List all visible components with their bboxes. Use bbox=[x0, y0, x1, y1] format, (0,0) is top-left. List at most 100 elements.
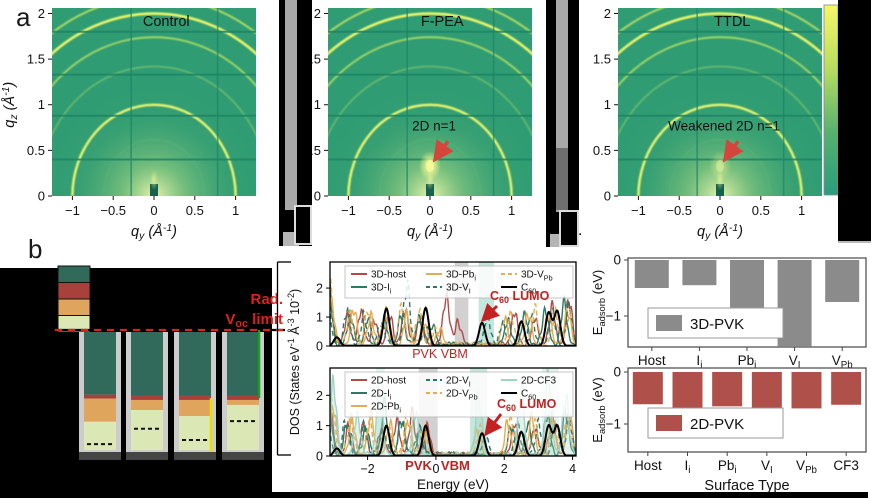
tick-label: 0 bbox=[716, 203, 723, 218]
bar-segment bbox=[84, 394, 116, 399]
voc-legend-swatches bbox=[57, 265, 91, 333]
voc-loss-chart: Rad. Voc limit bbox=[55, 261, 291, 460]
panel-a-label: a bbox=[16, 2, 31, 32]
tick-label: 0.5 bbox=[593, 143, 611, 158]
x-axis-label: Surface Type bbox=[704, 478, 789, 494]
bar-segment bbox=[227, 404, 259, 450]
stray-period-text: . bbox=[578, 222, 583, 239]
dos-curve-3D-VI bbox=[330, 279, 576, 346]
tick-label: VPb bbox=[832, 353, 853, 368]
axes: −1 −0.5 0 0.5 1 2 1.5 1 0.5 0 bbox=[593, 6, 805, 218]
tick-label: Pbi bbox=[718, 458, 737, 476]
legend-label: 2D-CF3 bbox=[521, 376, 556, 387]
tick-label: −2 bbox=[360, 462, 374, 476]
tick-label: −1 bbox=[341, 203, 356, 218]
bar-segment bbox=[84, 421, 116, 450]
dos-frame bbox=[329, 367, 577, 457]
tick-label: 1 bbox=[232, 203, 239, 218]
legend-label: 2D-PVK bbox=[690, 416, 744, 433]
legend-label: 3D-PVK bbox=[690, 316, 744, 333]
tick-label: 1 bbox=[38, 97, 45, 112]
annotation-arrow bbox=[722, 139, 744, 163]
tick-label: 0 bbox=[613, 253, 621, 268]
bar-legend: 2D-PVK bbox=[647, 407, 784, 439]
bar bbox=[730, 260, 764, 311]
tick-label: 1 bbox=[798, 203, 805, 218]
tick-label: 0 bbox=[426, 203, 433, 218]
scrollbar-thumb[interactable] bbox=[556, 148, 568, 210]
bar bbox=[634, 260, 669, 288]
tick-label: −1 bbox=[606, 417, 621, 432]
tick-label: 0.5 bbox=[186, 203, 204, 218]
separator-scrollbar-2 bbox=[546, 0, 579, 247]
bar-segment bbox=[179, 416, 211, 450]
dos-curve-2D-VPb bbox=[330, 392, 576, 456]
obscured-tick-label bbox=[79, 452, 121, 460]
tick-label: 0.5 bbox=[27, 143, 45, 158]
black-overlay-bottom bbox=[272, 492, 868, 498]
legend-label: C60 bbox=[521, 389, 536, 402]
tick-label: 2 bbox=[316, 282, 323, 296]
legend-label: 3D-Ii bbox=[371, 283, 392, 296]
tick-label: −0.5 bbox=[376, 203, 402, 218]
tick-label: 2 bbox=[38, 6, 45, 21]
giwaxs-title: TTDL bbox=[714, 14, 750, 30]
tick-label: 0.5 bbox=[752, 203, 770, 218]
legend-label: 2D-Ii bbox=[371, 389, 392, 402]
tick-label: −1 bbox=[606, 309, 621, 324]
tick-label: Pbi bbox=[738, 353, 757, 368]
tick-label: 1 bbox=[604, 97, 611, 112]
giwaxs-image bbox=[52, 8, 256, 196]
bar-legend: 3D-PVK bbox=[647, 307, 784, 339]
scrollbar-bracket bbox=[559, 210, 579, 247]
legend-label: 2D-VI bbox=[446, 376, 471, 389]
giwaxs-title: F-PEA bbox=[421, 14, 464, 30]
y-axis-label: DOS (States eV-1 Å-3 10-2) bbox=[286, 289, 302, 435]
tick-label: 1.5 bbox=[593, 52, 611, 67]
bar bbox=[682, 260, 717, 286]
detector-gaps bbox=[52, 8, 256, 196]
bar-segment bbox=[179, 332, 211, 396]
axes: −1 −0.5 0 0.5 1 2 1.5 1 0.5 0 bbox=[27, 6, 239, 218]
colorbar bbox=[823, 4, 839, 196]
obscured-tick-label bbox=[222, 452, 264, 460]
bar bbox=[825, 260, 860, 302]
bar-segment bbox=[84, 332, 116, 395]
giwaxs-image bbox=[618, 8, 822, 196]
diffraction-rings bbox=[52, 8, 256, 196]
eadsorb-3d-chart: Host Ii Pbi VI VPb 0 −1 3D-PVK Eadsorb (eV) bbox=[590, 253, 867, 368]
bar-segment bbox=[131, 395, 163, 400]
tick-label: 0 bbox=[38, 189, 45, 204]
x-axis-label: qy (Å-1) bbox=[131, 223, 177, 242]
giwaxs-image bbox=[328, 8, 532, 196]
legend-label: 2D-VPb bbox=[446, 389, 478, 402]
tick-label: VPb bbox=[796, 458, 817, 476]
eadsorb-2d-chart: Host Ii Pbi VI VPb CF3 0 −1 2D-PVK Eadsorb (eV) Su… bbox=[590, 365, 867, 494]
diffraction-rings bbox=[328, 8, 532, 196]
dos-curve-2D-VI bbox=[330, 415, 576, 456]
bar-segment bbox=[179, 399, 211, 417]
bar-segment bbox=[227, 399, 259, 405]
legend-label: 3D-host bbox=[371, 270, 406, 281]
scrollbar-track[interactable] bbox=[285, 0, 297, 210]
voc-limit-label: Voc limit bbox=[225, 311, 283, 330]
obscured-tick-label bbox=[126, 452, 168, 460]
annotation-arrow bbox=[432, 139, 454, 163]
bar-segment bbox=[227, 395, 259, 400]
bar bbox=[672, 372, 703, 413]
bar bbox=[831, 372, 862, 405]
diffraction-rings bbox=[618, 8, 822, 196]
tick-label: 2 bbox=[604, 6, 611, 21]
tick-label: −0.5 bbox=[666, 203, 692, 218]
bar bbox=[712, 372, 743, 407]
tick-label: Ii bbox=[696, 353, 702, 368]
tick-label: 0 bbox=[432, 462, 439, 476]
x-axis-label: qy (Å-1) bbox=[407, 223, 453, 242]
lumo-annotation: C60 LUMO bbox=[490, 289, 550, 305]
giwaxs-panel-control: Control −1 −0.5 0 0.5 1 2 1.5 1 0.5 0 qy (Å-1) qz (Å… bbox=[1, 6, 256, 242]
tick-label: 0 bbox=[150, 203, 157, 218]
giwaxs-annotation: 2D n=1 bbox=[412, 118, 456, 133]
vbm-annotation: VBM bbox=[441, 458, 470, 473]
